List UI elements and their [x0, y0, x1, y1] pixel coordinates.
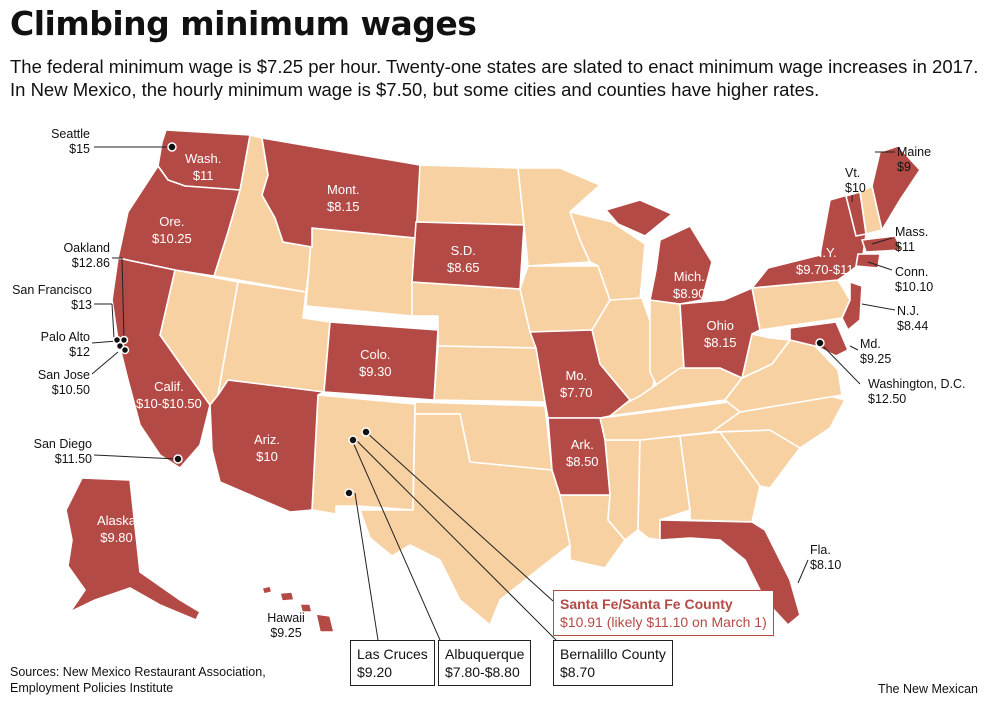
label-wash: Wash. $11: [185, 151, 222, 183]
box-albuquerque: Albuquerque $7.80-$8.80: [438, 640, 532, 686]
callout-nj: N.J. $8.44: [897, 304, 929, 333]
state-alaska: [65, 477, 201, 621]
callout-vt: Vt. $10: [845, 166, 866, 195]
state-south-dakota: [411, 221, 525, 290]
box-santa-fe: Santa Fe/Santa Fe County $10.91 (likely $…: [553, 590, 774, 636]
san-jose-dot: [120, 345, 130, 355]
state-hawaii: [261, 585, 335, 633]
washington-dc-dot: [815, 338, 825, 348]
label-ohio: Ohio $8.15: [704, 318, 737, 350]
map-subtitle: The federal minimum wage is $7.25 per ho…: [10, 56, 979, 100]
sources-note: Sources: New Mexico Restaurant Associati…: [10, 665, 266, 695]
state-vermont: [845, 191, 867, 237]
state-ohio: [679, 287, 761, 379]
callout-fla: Fla. $8.10: [810, 543, 842, 572]
label-ore: Ore. $10.25: [152, 214, 192, 246]
label-mont: Mont. $8.15: [327, 182, 360, 214]
label-mo: Mo. $7.70: [560, 368, 593, 400]
label-mich: Mich. $8.90: [673, 269, 706, 301]
callout-mass: Mass. $11: [895, 225, 929, 254]
label-sd: S.D. $8.65: [447, 243, 480, 275]
callout-washington-dc: Washington, D.C. $12.50: [868, 377, 966, 406]
credit-line: The New Mexican: [877, 682, 978, 696]
label-colo: Colo. $9.30: [359, 347, 392, 379]
state-north-dakota: [415, 164, 525, 226]
state-michigan: [605, 199, 713, 305]
callout-san-diego: San Diego $11.50: [33, 437, 92, 466]
label-ark: Ark. $8.50: [566, 437, 599, 469]
state-connecticut: [855, 253, 881, 269]
state-wyoming: [305, 227, 417, 317]
san-diego-dot: [173, 454, 183, 464]
state-new-mexico: [311, 394, 416, 515]
state-new-jersey: [841, 281, 863, 331]
state-arkansas: [547, 417, 611, 496]
seattle-dot: [167, 142, 177, 152]
callout-palo-alto: Palo Alto $12: [40, 330, 90, 359]
state-massachusetts: [861, 235, 903, 253]
state-texas: [359, 413, 571, 626]
callout-md: Md. $9.25: [860, 337, 892, 366]
albuquerque-dot: [348, 435, 358, 445]
callout-san-jose: San Jose $10.50: [37, 368, 90, 397]
label-ariz: Ariz. $10: [254, 432, 280, 464]
state-oregon: [117, 165, 241, 277]
callout-seattle: Seattle $15: [51, 127, 90, 156]
state-missouri: [529, 329, 631, 419]
box-las-cruces: Las Cruces $9.20: [350, 640, 435, 686]
box-bernalillo-county: Bernalillo County $8.70: [553, 640, 673, 686]
label-alaska: Alaska $9.80: [97, 513, 137, 545]
las-cruces-dot: [344, 488, 354, 498]
callout-maine: Maine $9: [897, 145, 932, 174]
map-title: Climbing minimum wages: [10, 4, 477, 43]
state-kansas: [433, 345, 546, 403]
state-colorado: [323, 321, 439, 401]
callout-oakland: Oakland $12.86: [63, 241, 110, 270]
label-ny: N.Y. $9.70-$11: [796, 245, 854, 277]
state-montana: [261, 137, 421, 248]
label-calif: Calif. $10-$10.50: [136, 379, 202, 411]
callout-san-francisco: San Francisco $13: [12, 283, 92, 312]
state-arizona: [209, 379, 325, 513]
callout-hawaii: Hawaii $9.25: [267, 611, 305, 640]
callout-conn: Conn. $10.10: [895, 265, 934, 294]
santa-fe-dot: [361, 427, 371, 437]
